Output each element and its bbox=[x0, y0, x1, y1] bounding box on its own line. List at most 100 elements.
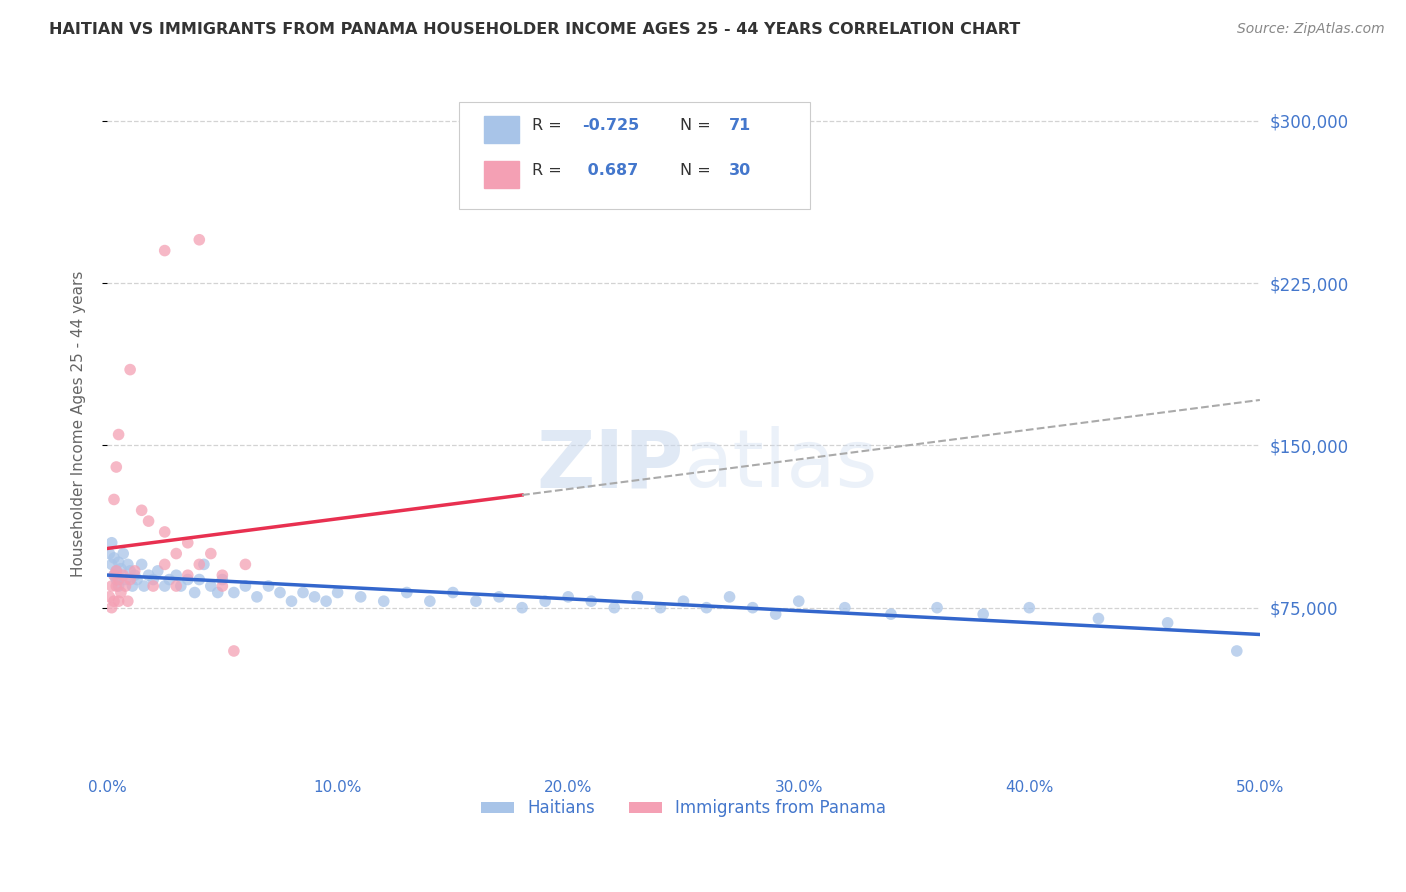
Point bbox=[177, 573, 200, 587]
Point bbox=[153, 244, 176, 258]
Point bbox=[120, 362, 142, 376]
Point bbox=[350, 590, 373, 604]
Point bbox=[100, 579, 122, 593]
Point bbox=[146, 564, 169, 578]
Point bbox=[98, 547, 121, 561]
Point bbox=[100, 558, 122, 572]
Point bbox=[207, 585, 229, 599]
Point bbox=[183, 585, 205, 599]
Text: R =: R = bbox=[533, 163, 568, 178]
Point bbox=[304, 590, 326, 604]
Point bbox=[105, 579, 128, 593]
FancyBboxPatch shape bbox=[458, 102, 810, 209]
Point bbox=[235, 558, 257, 572]
Point bbox=[153, 558, 176, 572]
Point bbox=[188, 233, 211, 247]
Point bbox=[200, 579, 222, 593]
Point bbox=[557, 590, 579, 604]
Point bbox=[103, 568, 125, 582]
Text: Source: ZipAtlas.com: Source: ZipAtlas.com bbox=[1237, 22, 1385, 37]
Point bbox=[103, 594, 125, 608]
Point bbox=[110, 585, 132, 599]
Point bbox=[107, 427, 129, 442]
Point bbox=[142, 579, 165, 593]
Point bbox=[117, 594, 139, 608]
Point bbox=[157, 573, 180, 587]
Point bbox=[211, 579, 233, 593]
Point bbox=[153, 524, 176, 539]
Point bbox=[153, 579, 176, 593]
Y-axis label: Householder Income Ages 25 - 44 years: Householder Income Ages 25 - 44 years bbox=[72, 270, 86, 577]
Text: N =: N = bbox=[681, 163, 716, 178]
Point bbox=[132, 579, 155, 593]
Point bbox=[100, 535, 122, 549]
Point bbox=[105, 460, 128, 475]
Point bbox=[211, 573, 233, 587]
Point bbox=[925, 600, 948, 615]
Point bbox=[138, 514, 160, 528]
Point bbox=[188, 558, 211, 572]
Point bbox=[292, 585, 315, 599]
Point bbox=[125, 573, 148, 587]
Point bbox=[100, 600, 122, 615]
Point bbox=[124, 564, 146, 578]
Point bbox=[465, 594, 488, 608]
Point bbox=[110, 562, 132, 576]
Point bbox=[488, 590, 510, 604]
Text: -0.725: -0.725 bbox=[582, 119, 640, 134]
Point bbox=[787, 594, 810, 608]
Point bbox=[165, 579, 187, 593]
Point bbox=[114, 573, 136, 587]
Point bbox=[880, 607, 903, 622]
Point bbox=[165, 547, 187, 561]
Point bbox=[131, 503, 153, 517]
Text: ZIP: ZIP bbox=[536, 426, 683, 504]
Text: atlas: atlas bbox=[683, 426, 877, 504]
Point bbox=[112, 568, 135, 582]
Point bbox=[188, 573, 211, 587]
Point bbox=[269, 585, 291, 599]
Point bbox=[650, 600, 672, 615]
Point bbox=[117, 558, 139, 572]
Point bbox=[105, 564, 128, 578]
Point bbox=[395, 585, 418, 599]
Point bbox=[103, 492, 125, 507]
Point bbox=[534, 594, 557, 608]
Point bbox=[107, 573, 129, 587]
Point bbox=[124, 568, 146, 582]
Point bbox=[326, 585, 349, 599]
Point bbox=[972, 607, 994, 622]
Point bbox=[211, 568, 233, 582]
Point bbox=[222, 644, 245, 658]
Point bbox=[603, 600, 626, 615]
Point bbox=[107, 555, 129, 569]
Point bbox=[177, 568, 200, 582]
Point bbox=[280, 594, 302, 608]
Point bbox=[98, 590, 121, 604]
Text: 30: 30 bbox=[728, 163, 751, 178]
Point bbox=[419, 594, 441, 608]
Point bbox=[1018, 600, 1040, 615]
Point bbox=[114, 579, 136, 593]
Text: 0.687: 0.687 bbox=[582, 163, 638, 178]
Point bbox=[121, 579, 143, 593]
Point bbox=[373, 594, 395, 608]
Point bbox=[741, 600, 763, 615]
Point bbox=[107, 594, 129, 608]
Point bbox=[107, 579, 129, 593]
Text: R =: R = bbox=[533, 119, 568, 134]
Point bbox=[165, 568, 187, 582]
Point bbox=[718, 590, 741, 604]
Point bbox=[246, 590, 269, 604]
Point bbox=[200, 547, 222, 561]
Text: N =: N = bbox=[681, 119, 716, 134]
Point bbox=[510, 600, 533, 615]
Point bbox=[131, 558, 153, 572]
Point bbox=[441, 585, 464, 599]
Point bbox=[672, 594, 695, 608]
Point bbox=[1226, 644, 1249, 658]
Point bbox=[1156, 615, 1178, 630]
Point bbox=[105, 564, 128, 578]
Text: 71: 71 bbox=[728, 119, 751, 134]
Legend: Haitians, Immigrants from Panama: Haitians, Immigrants from Panama bbox=[474, 793, 893, 824]
